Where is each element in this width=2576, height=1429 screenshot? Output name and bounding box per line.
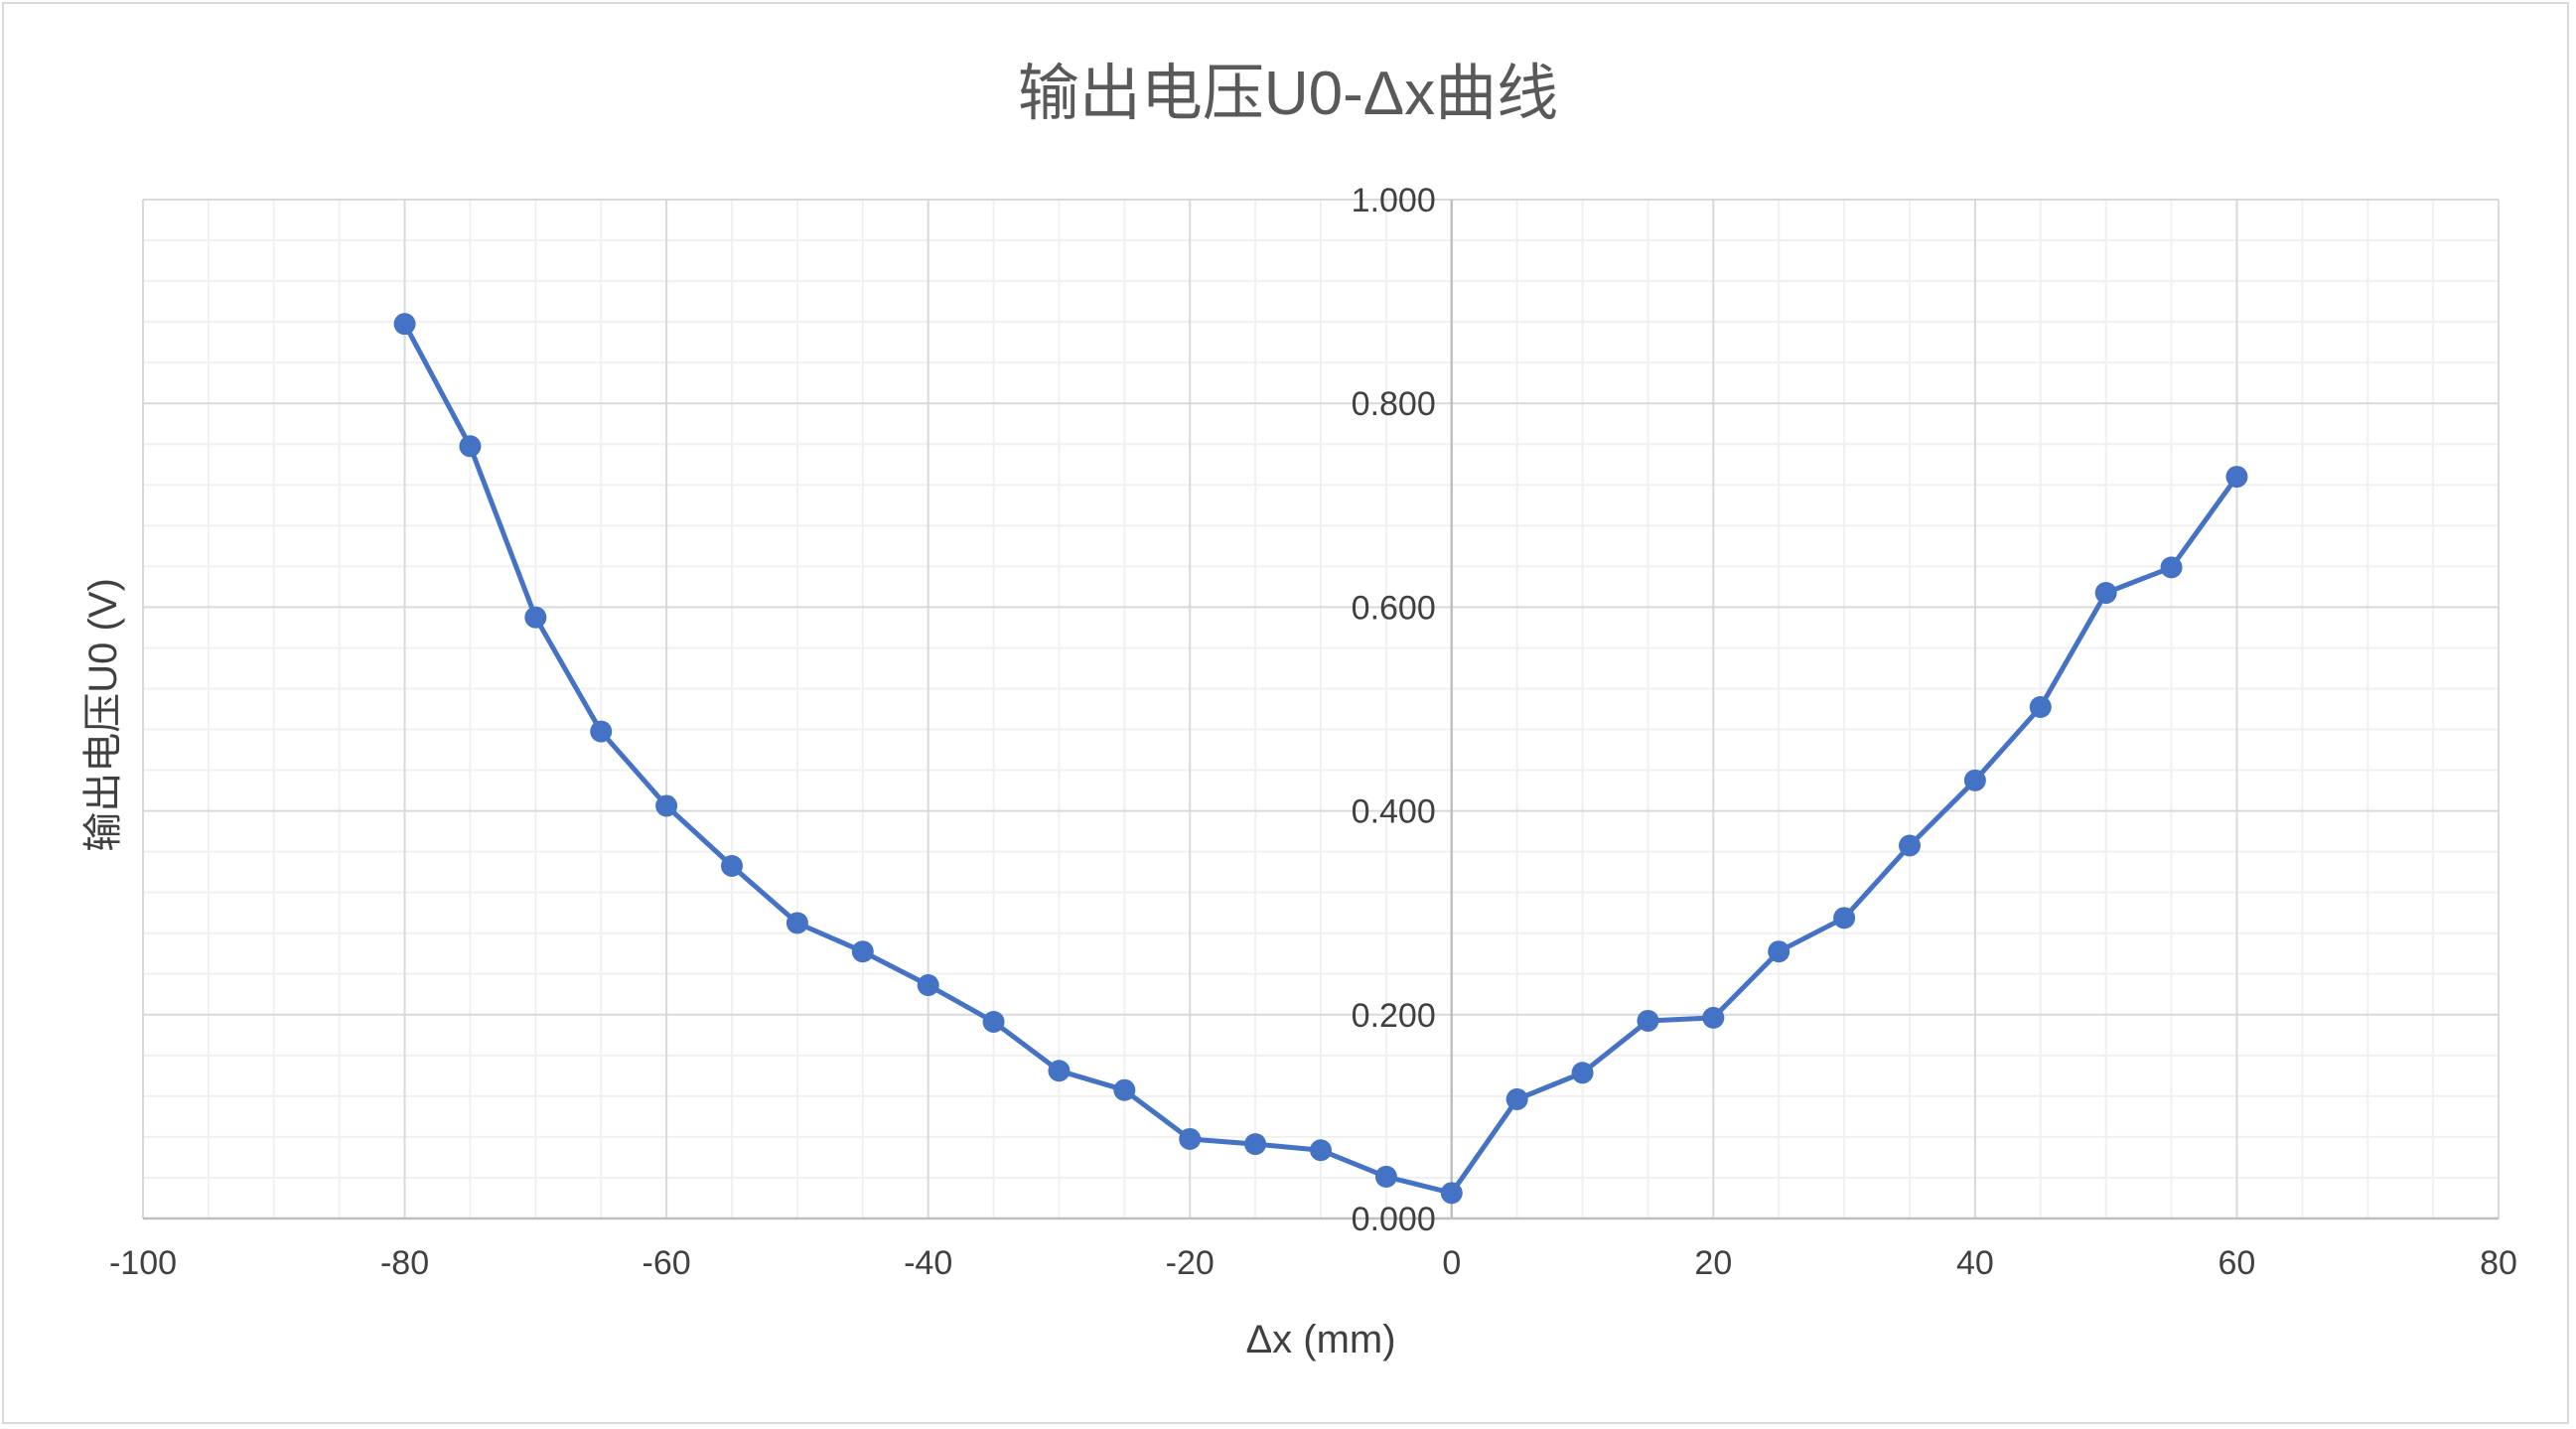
x-tick-labels: -100 -80 -60 -40 -20 0 20 40 60 80: [109, 1244, 2517, 1282]
y-tick-label: 0.000: [1352, 1201, 1436, 1238]
x-tick-label: -20: [1166, 1244, 1215, 1282]
data-point: [2225, 466, 2248, 489]
data-point: [1310, 1139, 1332, 1162]
x-tick-label: -100: [109, 1244, 177, 1282]
data-point: [524, 606, 547, 629]
x-tick-label: 80: [2480, 1244, 2517, 1282]
data-point: [786, 912, 808, 934]
y-axis-title: 输出电压U0 (V): [81, 578, 125, 852]
data-point: [1505, 1087, 1528, 1110]
data-point: [1179, 1127, 1202, 1150]
x-tick-label: -60: [643, 1244, 691, 1282]
x-axis-title: Δx (mm): [1245, 1318, 1395, 1361]
data-point: [1244, 1133, 1267, 1156]
x-tick-label: 40: [1956, 1244, 1994, 1282]
data-point: [1571, 1062, 1594, 1084]
data-point: [917, 974, 939, 997]
x-tick-label: -40: [904, 1244, 952, 1282]
axes: [143, 200, 2499, 1220]
data-point: [393, 313, 416, 336]
data-point: [1833, 907, 1856, 929]
data-point: [655, 794, 678, 817]
data-point: [590, 720, 613, 743]
data-point: [1113, 1078, 1136, 1101]
data-point: [2094, 582, 2117, 605]
x-tick-label: -80: [380, 1244, 429, 1282]
data-point: [459, 435, 482, 458]
y-tick-label: 0.400: [1352, 793, 1436, 831]
data-point: [2160, 556, 2183, 579]
data-point: [1768, 940, 1790, 963]
data-series: [393, 313, 2248, 1205]
data-point: [721, 855, 743, 878]
data-point: [982, 1010, 1005, 1033]
data-point: [1048, 1060, 1071, 1082]
x-tick-label: 0: [1442, 1244, 1461, 1282]
data-point: [1440, 1182, 1463, 1205]
minor-gridlines: [143, 200, 2499, 1218]
data-point: [1702, 1006, 1725, 1029]
data-point: [851, 940, 874, 963]
data-point: [2029, 695, 2052, 718]
y-tick-label: 0.800: [1352, 385, 1436, 423]
data-point: [1374, 1165, 1397, 1188]
x-tick-label: 20: [1694, 1244, 1732, 1282]
data-point: [1963, 769, 1986, 791]
y-tick-label: 0.200: [1352, 997, 1436, 1035]
x-tick-label: 60: [2218, 1244, 2256, 1282]
data-point: [1899, 834, 1921, 857]
y-tick-labels: 0.000 0.200 0.400 0.600 0.800 1.000: [1352, 182, 1436, 1238]
chart-title: 输出电压U0-Δx曲线: [1018, 60, 1558, 128]
data-point: [1637, 1009, 1659, 1032]
y-tick-label: 1.000: [1352, 182, 1436, 219]
y-tick-label: 0.600: [1352, 589, 1436, 627]
